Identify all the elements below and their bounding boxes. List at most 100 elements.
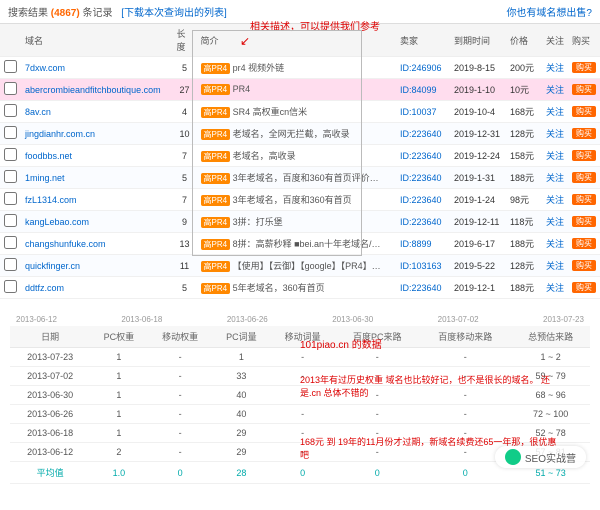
seller-cell[interactable]: ID:223640 <box>396 167 450 189</box>
buy-button[interactable]: 购买 <box>572 128 596 139</box>
stats-col[interactable]: 移动权重 <box>147 326 212 348</box>
avg-val: 0 <box>147 462 212 484</box>
expire-cell: 2019-1-24 <box>450 189 506 211</box>
annotation-data: 101piao.cn 的数据 <box>300 336 382 351</box>
pr-tag: 高PR4 <box>201 283 231 294</box>
seller-cell[interactable]: ID:223640 <box>396 123 450 145</box>
buy-button[interactable]: 购买 <box>572 194 596 205</box>
buy-button[interactable]: 购买 <box>572 238 596 249</box>
col-header[interactable]: 价格 <box>506 24 542 57</box>
row-checkbox[interactable] <box>4 82 17 95</box>
row-checkbox[interactable] <box>4 104 17 117</box>
row-checkbox[interactable] <box>4 170 17 183</box>
row-checkbox[interactable] <box>4 148 17 161</box>
col-header[interactable] <box>0 24 21 57</box>
seller-cell[interactable]: ID:10037 <box>396 101 450 123</box>
avg-val: 0 <box>270 462 335 484</box>
row-checkbox[interactable] <box>4 236 17 249</box>
row-checkbox[interactable] <box>4 214 17 227</box>
table-row: 1ming.net5高PR4 3年老域名，百度和360有首页评价，全网无拦截 ID… <box>0 167 600 189</box>
axis-date: 2013-06-18 <box>121 315 162 324</box>
domain-cell[interactable]: ddtfz.com <box>21 277 173 299</box>
price-cell: 128元 <box>506 255 542 277</box>
pr-tag: 高PR4 <box>201 151 231 162</box>
date-axis: 2013-06-122013-06-182013-06-262013-06-30… <box>10 313 590 326</box>
stats-col[interactable]: PC词量 <box>213 326 270 348</box>
domain-cell[interactable]: 8av.cn <box>21 101 173 123</box>
row-checkbox[interactable] <box>4 60 17 73</box>
price-cell: 10元 <box>506 79 542 101</box>
price-cell: 128元 <box>506 123 542 145</box>
col-header[interactable]: 卖家 <box>396 24 450 57</box>
col-header[interactable]: 域名 <box>21 24 173 57</box>
stats-val: - <box>270 405 335 424</box>
follow-link[interactable]: 关注 <box>542 101 568 123</box>
buy-button[interactable]: 购买 <box>572 84 596 95</box>
domain-cell[interactable]: changshunfuke.com <box>21 233 173 255</box>
download-link[interactable]: [下载本次查询出的列表] <box>121 8 227 19</box>
seller-cell[interactable]: ID:8899 <box>396 233 450 255</box>
seller-cell[interactable]: ID:223640 <box>396 189 450 211</box>
follow-link[interactable]: 关注 <box>542 255 568 277</box>
stats-col[interactable]: PC权重 <box>90 326 147 348</box>
follow-link[interactable]: 关注 <box>542 79 568 101</box>
stats-val: 29 <box>213 424 270 443</box>
follow-link[interactable]: 关注 <box>542 277 568 299</box>
seller-cell[interactable]: ID:246906 <box>396 57 450 79</box>
expire-cell: 2019-1-10 <box>450 79 506 101</box>
col-header[interactable] <box>386 24 396 57</box>
follow-link[interactable]: 关注 <box>542 123 568 145</box>
domain-cell[interactable]: 1ming.net <box>21 167 173 189</box>
follow-link[interactable]: 关注 <box>542 189 568 211</box>
seller-cell[interactable]: ID:223640 <box>396 211 450 233</box>
follow-link[interactable]: 关注 <box>542 145 568 167</box>
buy-button[interactable]: 购买 <box>572 106 596 117</box>
buy-button[interactable]: 购买 <box>572 150 596 161</box>
sell-domain-link[interactable]: 你也有域名想出售? <box>506 4 592 19</box>
domain-cell[interactable]: fzL1314.com <box>21 189 173 211</box>
follow-link[interactable]: 关注 <box>542 233 568 255</box>
domain-cell[interactable]: jingdianhr.com.cn <box>21 123 173 145</box>
length-cell: 5 <box>173 277 197 299</box>
buy-button[interactable]: 购买 <box>572 216 596 227</box>
length-cell: 5 <box>173 167 197 189</box>
domain-cell[interactable]: foodbbs.net <box>21 145 173 167</box>
buy-button[interactable]: 购买 <box>572 260 596 271</box>
domain-cell[interactable]: quickfinger.cn <box>21 255 173 277</box>
desc-cell: 高PR4 【使用】【云御】【google】【PR4】【老域名】【高外链】 <box>197 255 386 277</box>
col-header[interactable]: 到期时间 <box>450 24 506 57</box>
seller-cell[interactable]: ID:223640 <box>396 145 450 167</box>
row-checkbox[interactable] <box>4 280 17 293</box>
follow-link[interactable]: 关注 <box>542 167 568 189</box>
stats-val: 1 ~ 2 <box>511 348 590 367</box>
col-header[interactable]: 关注 <box>542 24 568 57</box>
row-checkbox[interactable] <box>4 126 17 139</box>
domain-cell[interactable]: kangLebao.com <box>21 211 173 233</box>
follow-link[interactable]: 关注 <box>542 57 568 79</box>
length-cell: 11 <box>173 255 197 277</box>
buy-button[interactable]: 购买 <box>572 282 596 293</box>
seller-cell[interactable]: ID:84099 <box>396 79 450 101</box>
row-checkbox[interactable] <box>4 192 17 205</box>
stats-col[interactable]: 百度移动来路 <box>419 326 511 348</box>
row-checkbox[interactable] <box>4 258 17 271</box>
buy-button[interactable]: 购买 <box>572 62 596 73</box>
stats-col[interactable]: 总预估来路 <box>511 326 590 348</box>
seller-cell[interactable]: ID:223640 <box>396 277 450 299</box>
domain-cell[interactable]: 7dxw.com <box>21 57 173 79</box>
col-header[interactable]: 长度 <box>173 24 197 57</box>
stats-val: - <box>147 405 212 424</box>
price-cell: 98元 <box>506 189 542 211</box>
length-cell: 9 <box>173 211 197 233</box>
buy-button[interactable]: 购买 <box>572 172 596 183</box>
seller-cell[interactable]: ID:103163 <box>396 255 450 277</box>
domain-cell[interactable]: abercrombieandfitchboutique.com <box>21 79 173 101</box>
result-count: (4867) <box>51 8 80 19</box>
table-row: fzL1314.com7高PR4 3年老域名，百度和360有首页ID:22364… <box>0 189 600 211</box>
stats-col[interactable]: 日期 <box>10 326 90 348</box>
follow-link[interactable]: 关注 <box>542 211 568 233</box>
col-header[interactable]: 购买 <box>568 24 600 57</box>
table-row: jingdianhr.com.cn10高PR4 老域名，全网无拦截，高收录ID:… <box>0 123 600 145</box>
desc-cell: 高PR4 3年老域名，百度和360有首页评价，全网无拦截 <box>197 167 386 189</box>
stats-val: 40 <box>213 386 270 405</box>
